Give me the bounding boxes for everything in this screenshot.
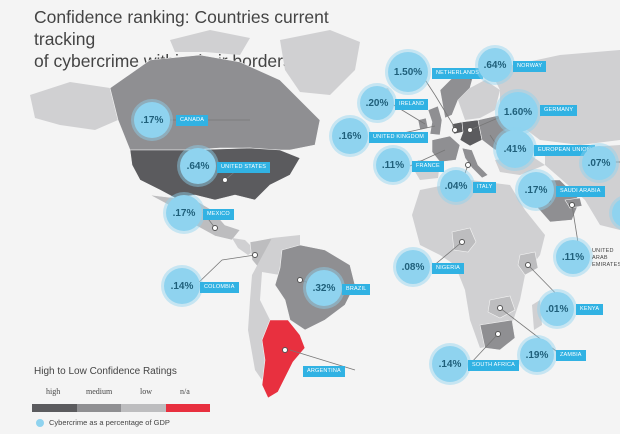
bubble-france: .11% [376,148,410,182]
arctic-islands-land [170,30,250,55]
tag-france: FRANCE [412,161,444,172]
alaska-land [30,82,118,130]
tag-saudi-arabia: SAUDI ARABIA [556,186,605,197]
bubble-saudi-arabia: .17% [518,172,554,208]
tag-kenya: KENYA [576,304,604,315]
bubble-mexico: .17% [166,195,202,231]
tag-mexico: MEXICO [203,209,234,220]
tag-european-union: EUROPEAN UNION [534,145,595,156]
united-states-land [129,147,301,201]
legend-swatch-low [121,404,166,412]
legend-swatch-high [32,404,77,412]
bubble-united-states: .64% [180,148,216,184]
uk-land [427,105,443,136]
tag-italy: ITALY [473,182,497,193]
legend-swatch-medium [76,404,121,412]
title-line-1: Confidence ranking: Countries current tr… [34,7,329,49]
sweden-finland-land [458,80,500,120]
legend-color-bar [32,404,210,412]
legend-swatch-na [165,404,210,412]
bubble-legend-icon [36,418,44,427]
tag-uae: UNITED ARAB EMIRATES [592,248,620,268]
bubble-canada: .17% [134,102,170,138]
bubble-zambia: .19% [520,338,554,372]
bubble-germany: 1.60% [498,92,538,132]
central-america-land [232,238,255,255]
bubble-norway: .64% [478,48,512,82]
bubble-ireland: .20% [360,86,394,120]
south-america-land [248,235,300,380]
bubble-united-kingdom: .16% [332,118,368,154]
anchor-dots [212,127,575,353]
tag-ireland: IRELAND [395,99,429,110]
tag-germany: GERMANY [540,105,578,116]
bubble-italy: .04% [440,170,472,202]
bubble-kenya: .01% [540,292,574,326]
tag-united-kingdom: UNITED KINGDOM [369,132,429,143]
bubble-netherlands: 1.50% [388,52,428,92]
tag-zambia: ZAMBIA [556,350,586,361]
bubble-south-africa: .14% [432,346,468,382]
france-land [431,135,461,163]
tag-norway: NORWAY [513,61,547,72]
legend-level-high: high [46,387,61,396]
bubble-brazil: .32% [306,270,342,306]
legend-level-low: low [140,387,152,396]
tag-argentina: ARGENTINA [303,366,345,377]
bubble-partial-right [612,198,620,228]
legend-note-text: Cybercrime as a percentage of GDP [49,418,170,427]
tag-canada: CANADA [176,115,209,126]
tag-brazil: BRAZIL [342,284,371,295]
tag-netherlands: NETHERLANDS [432,68,484,79]
italy-land [461,147,489,179]
bubble-colombia: .14% [164,268,200,304]
bubble-european-union: .41% [496,130,534,168]
greenland-land [280,30,360,95]
bubble-nigeria: .08% [396,250,430,284]
tag-united-states: UNITED STATES [217,162,271,173]
bubble-unlabeled-asia: .07% [582,146,616,180]
tag-nigeria: NIGERIA [432,263,465,274]
tag-south-africa: SOUTH AFRICA [468,360,520,371]
legend-note: Cybercrime as a percentage of GDP [36,418,170,427]
tag-colombia: COLOMBIA [200,282,239,293]
madagascar-land [532,300,542,330]
legend-title: High to Low Confidence Ratings [34,366,177,377]
bubble-uae: .11% [556,240,590,274]
argentina-land [261,319,306,399]
legend-level-medium: medium [86,387,113,396]
legend-level-na: n/a [180,387,190,396]
